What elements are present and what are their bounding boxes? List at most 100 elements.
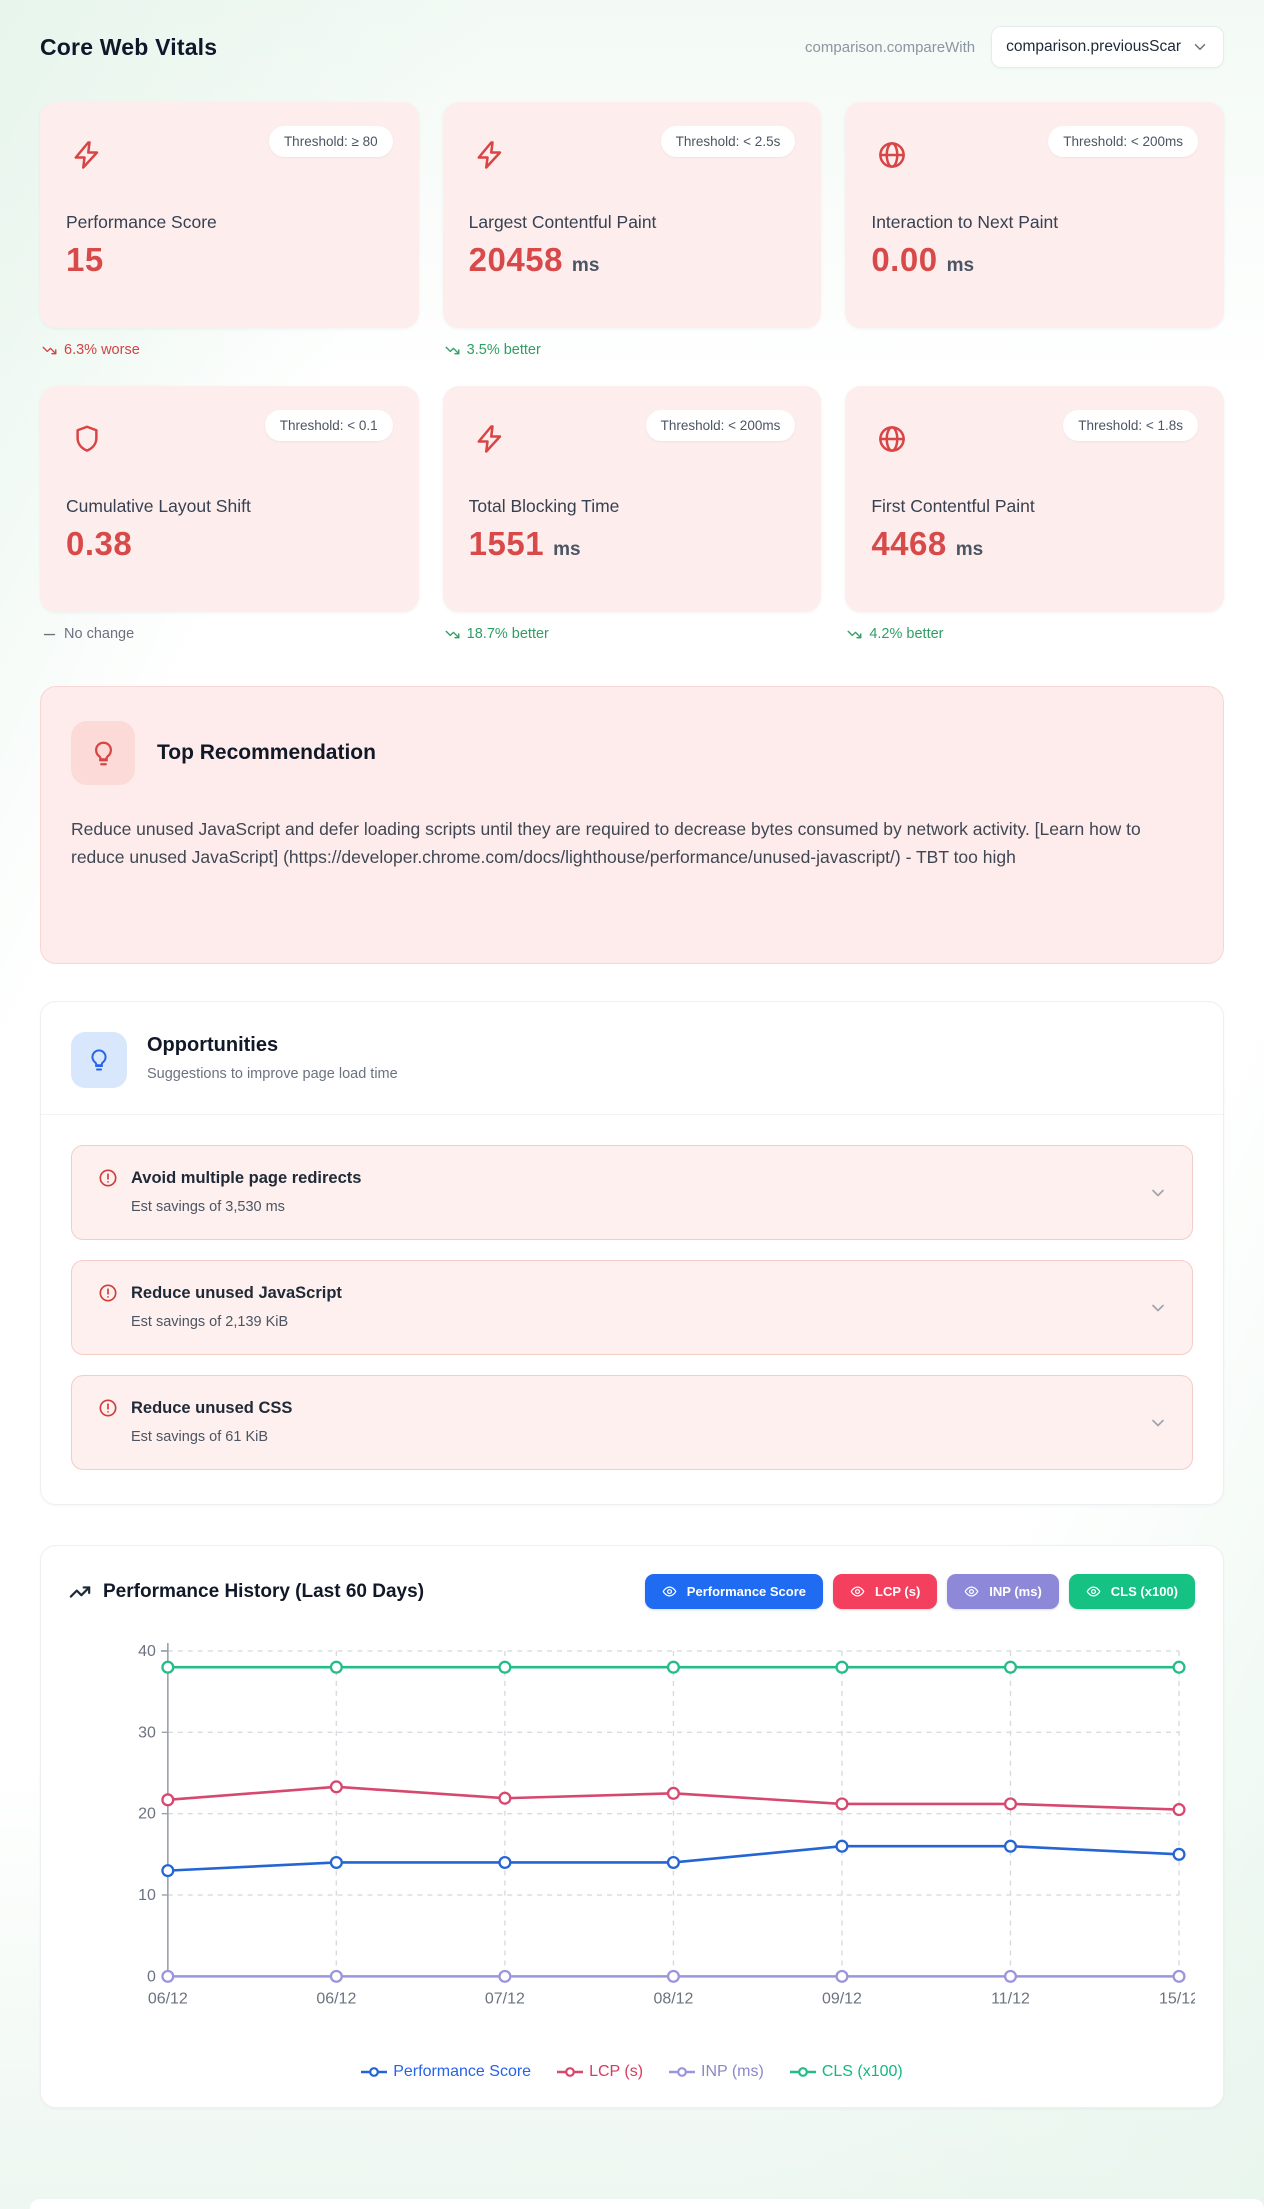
legend-item-label: LCP (s) — [589, 2063, 644, 2081]
metric-cell: Threshold: < 2.5s Largest Contentful Pain… — [442, 102, 822, 386]
comparison-select-value: comparison.previousScar — [1006, 38, 1181, 55]
opportunity-title: Reduce unused CSS — [131, 1398, 293, 1417]
legend-marker-icon — [789, 2067, 816, 2078]
metric-trend: 6.3% worse — [40, 328, 419, 386]
legend-item[interactable]: CLS (x100) — [789, 2063, 903, 2081]
page-header: Core Web Vitals comparison.compareWith c… — [40, 26, 1224, 68]
svg-text:0: 0 — [147, 1968, 156, 1985]
comparison-controls: comparison.compareWith comparison.previo… — [805, 26, 1224, 68]
top-recommendation-header: Top Recommendation — [71, 721, 1193, 785]
svg-text:07/12: 07/12 — [485, 1990, 525, 2007]
metric-trend: 18.7% better — [443, 612, 822, 670]
alert-circle-icon — [98, 1398, 118, 1418]
svg-text:40: 40 — [138, 1643, 156, 1660]
metric-unit: ms — [571, 255, 600, 276]
metric-title: Interaction to Next Paint — [871, 212, 1059, 232]
metric-cell: Threshold: < 200ms Interaction to Next Pa… — [845, 102, 1224, 386]
legend-marker-icon — [557, 2067, 584, 2078]
metrics-grid: Threshold: ≥ 80 Performance Score 15 6.3% w… — [40, 102, 1224, 670]
threshold-badge: Threshold: ≥ 80 — [268, 126, 393, 157]
lightbulb-icon — [71, 721, 135, 785]
alert-circle-icon — [98, 1283, 118, 1303]
svg-text:15/12: 15/12 — [1159, 1990, 1195, 2007]
dash-icon — [42, 627, 57, 642]
threshold-badge: Threshold: < 200ms — [1048, 126, 1198, 157]
legend-marker-icon — [669, 2067, 696, 2078]
eye-icon — [662, 1584, 677, 1599]
svg-text:30: 30 — [138, 1724, 156, 1741]
metric-value: 4468 — [871, 525, 947, 562]
metric-cell: Threshold: < 1.8s First Contentful Paint 4… — [845, 386, 1224, 670]
opportunity-item[interactable]: Avoid multiple page redirects Est savings… — [71, 1145, 1193, 1240]
trend-down-icon — [42, 343, 57, 358]
metric-trend: 3.5% better — [443, 328, 822, 386]
top-recommendation-card: Top Recommendation Reduce unused JavaScr… — [40, 686, 1224, 964]
chevron-down-icon[interactable] — [1148, 1413, 1168, 1433]
toggle-series-button[interactable]: INP (ms) — [947, 1574, 1059, 1609]
metric-trend-label: 3.5% better — [466, 342, 541, 358]
toggle-series-button[interactable]: CLS (x100) — [1068, 1574, 1195, 1609]
shield-icon — [72, 424, 102, 454]
opportunities-header: Opportunities Suggestions to improve pag… — [41, 1002, 1223, 1114]
svg-text:09/12: 09/12 — [822, 1990, 862, 2007]
legend-marker-icon — [361, 2067, 388, 2078]
globe-icon — [877, 424, 907, 454]
svg-text:08/12: 08/12 — [653, 1990, 693, 2007]
svg-text:20: 20 — [138, 1806, 156, 1823]
chevron-down-icon[interactable] — [1148, 1183, 1168, 1203]
zap-icon — [72, 140, 102, 170]
metric-title: Cumulative Layout Shift — [66, 496, 251, 516]
zap-icon — [475, 424, 505, 454]
legend-item-label: CLS (x100) — [821, 2063, 903, 2081]
legend-item-label: INP (ms) — [701, 2063, 764, 2081]
metric-cell: Threshold: < 0.1 Cumulative Layout Shift 0… — [40, 386, 419, 670]
toggle-series-label: LCP (s) — [875, 1584, 921, 1599]
metric-trend — [845, 328, 1224, 386]
trend-down-icon — [847, 627, 862, 642]
legend-item[interactable]: Performance Score — [361, 2063, 531, 2081]
chevron-down-icon[interactable] — [1148, 1298, 1168, 1318]
metric-cell: Threshold: ≥ 80 Performance Score 15 6.3% w… — [40, 102, 419, 386]
toggle-series-label: CLS (x100) — [1110, 1584, 1178, 1599]
zap-icon — [475, 140, 505, 170]
metric-trend-label: No change — [64, 626, 135, 642]
lightbulb-icon — [71, 1032, 127, 1088]
toggle-series-button[interactable]: LCP (s) — [833, 1574, 938, 1609]
toggle-series-label: INP (ms) — [989, 1584, 1042, 1599]
metric-value: 1551 — [468, 525, 545, 562]
threshold-badge: Threshold: < 0.1 — [264, 410, 393, 441]
trend-down-icon — [445, 343, 460, 358]
svg-text:06/12: 06/12 — [316, 1990, 356, 2007]
toggle-series-label: Performance Score — [686, 1584, 807, 1599]
opportunity-savings: Est savings of 61 KiB — [131, 1429, 269, 1445]
top-recommendation-title: Top Recommendation — [157, 741, 376, 764]
page-title: Core Web Vitals — [40, 33, 218, 60]
metric-title: Total Blocking Time — [468, 496, 620, 516]
divider — [41, 1114, 1223, 1115]
metric-card: Threshold: < 200ms Interaction to Next Pa… — [845, 102, 1224, 328]
metric-title: First Contentful Paint — [871, 496, 1035, 516]
metric-unit: ms — [955, 539, 984, 560]
opportunity-item[interactable]: Reduce unused CSS Est savings of 61 KiB — [71, 1375, 1193, 1470]
eye-icon — [850, 1584, 865, 1599]
trend-down-icon — [445, 627, 460, 642]
opportunity-title: Reduce unused JavaScript — [131, 1283, 342, 1302]
legend-item[interactable]: INP (ms) — [669, 2063, 764, 2081]
toggle-series-button[interactable]: Performance Score — [644, 1574, 824, 1609]
metric-unit: ms — [553, 539, 581, 560]
opportunity-item[interactable]: Reduce unused JavaScript Est savings of 2… — [71, 1260, 1193, 1355]
metric-card: Threshold: < 0.1 Cumulative Layout Shift 0… — [40, 386, 419, 612]
svg-text:11/12: 11/12 — [991, 1990, 1030, 2007]
chart-plot: 0 10 20 30 40 06/12 06/12 07/12 08/12 09/12 11/12 1… — [138, 1643, 1199, 2007]
compare-with-label: comparison.compareWith — [805, 38, 976, 56]
metric-trend-label: 18.7% better — [466, 626, 549, 642]
trending-up-icon — [69, 1581, 91, 1603]
metric-value: 0.38 — [66, 525, 133, 562]
metric-cell: Threshold: < 200ms Total Blocking Time 155… — [442, 386, 822, 670]
comparison-select[interactable]: comparison.previousScar — [991, 26, 1224, 68]
eye-icon — [964, 1584, 979, 1599]
eye-icon — [1086, 1584, 1101, 1599]
metric-title: Largest Contentful Paint — [468, 212, 657, 232]
metric-value: 20458 — [468, 241, 563, 278]
legend-item[interactable]: LCP (s) — [557, 2063, 643, 2081]
